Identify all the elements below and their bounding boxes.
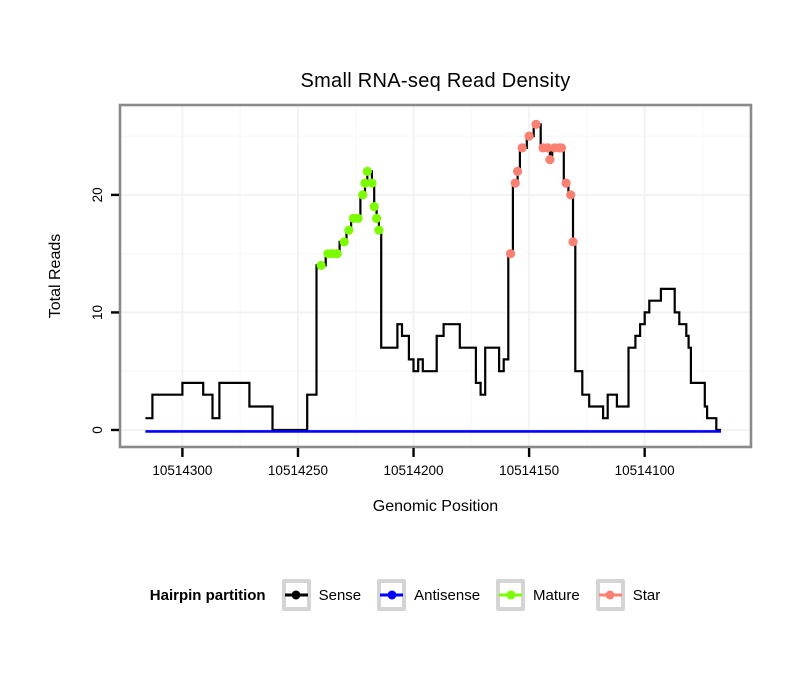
x-tick-label: 10514100 <box>615 463 675 478</box>
x-tick-label: 10514200 <box>384 463 444 478</box>
y-tick-label: 0 <box>90 426 105 434</box>
mature-dot <box>362 166 372 177</box>
star-dot <box>510 178 520 188</box>
legend-label-star: Star <box>632 586 661 604</box>
star-dot <box>543 143 553 153</box>
legend-item-mature: Mature <box>496 579 580 611</box>
legend-label-mature: Mature <box>533 586 580 604</box>
legend-key-mature <box>496 579 526 611</box>
mature-dot <box>371 213 382 224</box>
legend-key-dot <box>387 590 397 600</box>
star-dot <box>561 178 571 188</box>
x-tick-label: 10514300 <box>152 463 212 478</box>
x-tick-label: 10514150 <box>499 463 559 478</box>
star-dot <box>556 143 567 153</box>
mature-dot <box>369 202 379 212</box>
legend-key-dot <box>291 590 301 600</box>
legend-label-sense: Sense <box>318 586 362 604</box>
mature-dot <box>360 178 370 188</box>
x-tick-label: 10514250 <box>268 463 328 478</box>
y-tick-label: 20 <box>90 187 105 202</box>
star-dot <box>545 155 555 165</box>
legend-key-star <box>595 579 625 611</box>
legend-key-antisense <box>377 579 407 611</box>
legend-item-sense: Sense <box>281 579 362 611</box>
mature-dot <box>316 260 326 271</box>
y-tick-label: 10 <box>90 305 105 320</box>
star-dot <box>568 237 578 247</box>
x-axis-title: Genomic Position <box>372 498 499 515</box>
mature-dot <box>353 213 363 224</box>
legend-key-sense <box>281 579 311 611</box>
chart-title: Small RNA-seq Read Density <box>300 70 571 92</box>
y-axis-ticks: 0 10 20 <box>90 187 119 434</box>
series-star <box>506 119 578 259</box>
star-dot <box>512 166 523 177</box>
mature-dot <box>339 237 349 247</box>
legend-item-antisense: Antisense <box>377 579 480 611</box>
legend-key-dot <box>506 590 516 600</box>
mature-dot <box>344 225 354 235</box>
legend-title: Hairpin partition <box>149 586 266 604</box>
panel-background <box>120 105 751 447</box>
star-dot <box>517 143 527 153</box>
legend-item-star: Star <box>595 579 661 611</box>
star-dot <box>524 131 534 141</box>
x-axis-ticks: 10514300 10514250 10514200 10514150 10514100 <box>152 448 675 478</box>
star-dot <box>566 190 576 200</box>
star-dot <box>531 119 541 129</box>
mature-dot <box>332 249 342 259</box>
legend-key-dot <box>605 590 615 600</box>
legend-label-antisense: Antisense <box>414 586 481 604</box>
star-dot <box>506 249 516 259</box>
panel-border <box>118 103 753 449</box>
mature-dot <box>367 178 377 188</box>
mature-dot <box>374 225 384 235</box>
mature-dot <box>358 190 368 200</box>
legend: Hairpin partition Sense Antisense Mature <box>0 579 810 611</box>
series-mature <box>316 166 384 271</box>
